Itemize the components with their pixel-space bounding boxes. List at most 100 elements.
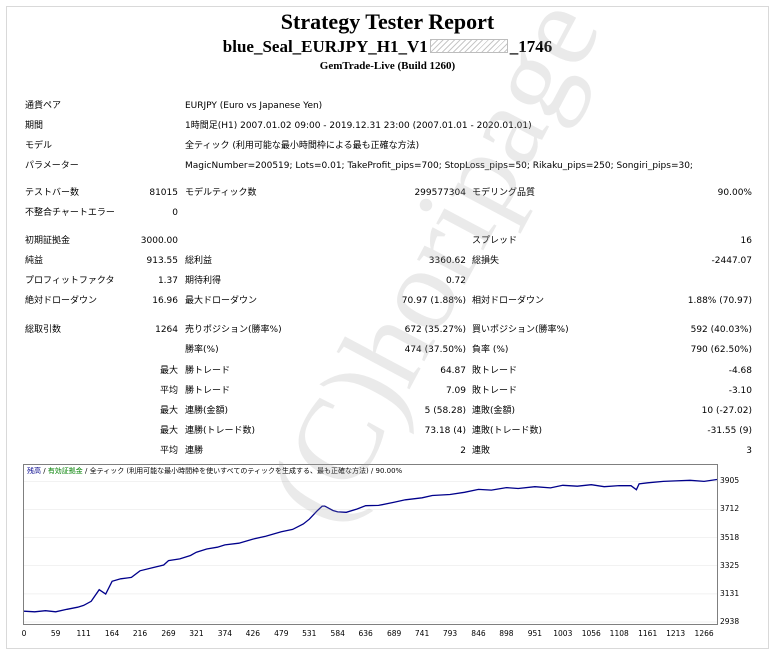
short-positions-value: 672 (35.27%) [404, 325, 466, 335]
balance-line [24, 478, 717, 613]
period-label: 期間 [25, 121, 44, 131]
total-trades-label: 総取引数 [25, 325, 62, 335]
x-tick-label: 1108 [609, 629, 629, 638]
y-tick-label: 3712 [720, 504, 740, 514]
legend-quality: 90.00% [375, 467, 403, 475]
net-profit-label: 純益 [25, 256, 44, 266]
balance-chart: 残高 / 有効証拠金 / 全ティック (利用可能な最小時間枠を使いすべてのティッ… [23, 464, 718, 625]
x-tick-label: 59 [50, 629, 61, 638]
ticks-label: モデルティック数 [185, 188, 257, 198]
max-cons-count-prefix: 最大 [159, 426, 178, 436]
x-tick-label: 0 [21, 629, 27, 638]
avg-cons-prefix: 平均 [159, 446, 178, 456]
largest-loss-label: 敗トレード [472, 366, 518, 376]
x-tick-label: 269 [161, 629, 176, 638]
quality-label: モデリング品質 [472, 188, 536, 198]
bars-value: 81015 [149, 188, 178, 198]
relative-drawdown-label: 相対ドローダウン [472, 296, 545, 306]
max-drawdown-value: 70.97 (1.88%) [401, 296, 466, 306]
max-cons-loss-label: 連敗(トレード数) [472, 426, 543, 436]
ticks-value: 299577304 [414, 188, 466, 198]
gross-profit-value: 3360.62 [428, 256, 466, 266]
avg-cons-wins-value: 2 [460, 446, 466, 456]
net-profit-value: 913.55 [146, 256, 179, 266]
expected-payoff-label: 期待利得 [185, 276, 222, 286]
mismatch-value: 0 [172, 208, 178, 218]
max-cons-wins-value: 5 (58.28) [424, 406, 466, 416]
period-value: 1時間足(H1) 2007.01.02 09:00 - 2019.12.31 2… [185, 121, 532, 131]
model-value: 全ティック (利用可能な最小時間枠による最も正確な方法) [185, 141, 420, 151]
absolute-drawdown-value: 16.96 [152, 296, 178, 306]
symbol-label: 通貨ペア [25, 101, 62, 111]
gross-loss-label: 総損失 [472, 256, 500, 266]
legend-balance: 残高 [27, 467, 41, 475]
spread-label: スプレッド [472, 236, 518, 246]
spread-value: 16 [740, 236, 752, 246]
gross-profit-label: 総利益 [185, 256, 213, 266]
avg-cons-wins-label: 連勝 [185, 446, 204, 456]
max-cons-profit-label: 連勝(トレード数) [185, 426, 256, 436]
server-build: GemTrade-Live (Build 1260) [319, 60, 456, 72]
x-tick-label: 374 [217, 629, 233, 638]
average-prefix: 平均 [159, 386, 178, 396]
x-tick-label: 164 [104, 629, 120, 638]
legend-margin: 有効証拠金 [47, 467, 83, 475]
average-loss-label: 敗トレード [472, 386, 518, 396]
redacted-block [429, 39, 508, 53]
quality-value: 90.00% [717, 188, 752, 198]
long-positions-value: 592 (40.03%) [690, 325, 752, 335]
report-frame [6, 6, 769, 649]
y-tick-label: 2938 [720, 617, 740, 626]
x-tick-label: 846 [471, 629, 486, 638]
x-tick-label: 793 [442, 629, 458, 638]
expert-name: blue_Seal_EURJPY_H1_V1 _1746 [0, 37, 775, 57]
max-cons-loss-value: -31.55 (9) [707, 426, 752, 436]
x-tick-label: 689 [386, 629, 402, 638]
mismatch-label: 不整合チャートエラー [25, 208, 115, 218]
avg-cons-losses-label: 連敗 [472, 446, 491, 456]
max-cons-profit-value: 73.18 (4) [424, 426, 466, 436]
report-title: Strategy Tester Report [280, 9, 495, 34]
x-tick-label: 111 [76, 629, 91, 638]
expert-name-suffix: _1746 [509, 37, 553, 56]
x-tick-label: 1003 [553, 629, 573, 638]
parameters-label: パラメーター [25, 161, 79, 171]
x-tick-label: 898 [499, 629, 514, 638]
expert-name-prefix: blue_Seal_EURJPY_H1_V1 [222, 37, 428, 56]
largest-win-label: 勝トレード [185, 366, 231, 376]
parameters-value: MagicNumber=200519; Lots=0.01; TakeProfi… [185, 161, 693, 171]
average-win-value: 7.09 [445, 386, 466, 396]
max-cons-wins-label: 連勝(金額) [185, 406, 229, 416]
x-tick-label: 479 [274, 629, 289, 638]
loss-rate-value: 790 (62.50%) [690, 345, 752, 355]
symbol-value: EURJPY (Euro vs Japanese Yen) [185, 101, 323, 111]
y-tick-label: 3325 [720, 560, 740, 570]
legend-model: 全ティック (利用可能な最小時間枠を使いすべてのティックを生成する、最も正確な方… [89, 467, 369, 475]
x-tick-label: 1266 [694, 629, 714, 638]
long-positions-label: 買いポジション(勝率%) [472, 325, 569, 335]
profit-factor-value: 1.37 [157, 276, 178, 286]
deposit-label: 初期証拠金 [25, 236, 71, 246]
max-cons-losses-label: 連敗(金額) [472, 406, 516, 416]
profit-factor-label: プロフィットファクタ [25, 276, 115, 286]
largest-win-value: 64.87 [440, 366, 466, 376]
absolute-drawdown-label: 絶対ドローダウン [25, 296, 98, 306]
win-rate-label: 勝率(%) [185, 345, 219, 355]
y-tick-label: 3518 [720, 532, 740, 542]
expected-payoff-value: 0.72 [445, 276, 466, 286]
gross-loss-value: -2447.07 [711, 256, 752, 266]
x-tick-label: 321 [189, 629, 204, 638]
x-tick-label: 1161 [638, 629, 658, 638]
x-tick-label: 1213 [666, 629, 686, 638]
x-tick-label: 216 [132, 629, 148, 638]
deposit-value: 3000.00 [140, 236, 178, 246]
x-tick-label: 741 [414, 629, 430, 638]
win-rate-value: 474 (37.50%) [404, 345, 466, 355]
y-tick-label: 3131 [720, 588, 740, 598]
relative-drawdown-value: 1.88% (70.97) [687, 296, 752, 306]
max-drawdown-label: 最大ドローダウン [185, 296, 258, 306]
loss-rate-label: 負率 (%) [472, 345, 509, 355]
x-tick-label: 584 [330, 629, 345, 638]
model-label: モデル [25, 141, 53, 151]
largest-loss-value: -4.68 [728, 366, 752, 376]
